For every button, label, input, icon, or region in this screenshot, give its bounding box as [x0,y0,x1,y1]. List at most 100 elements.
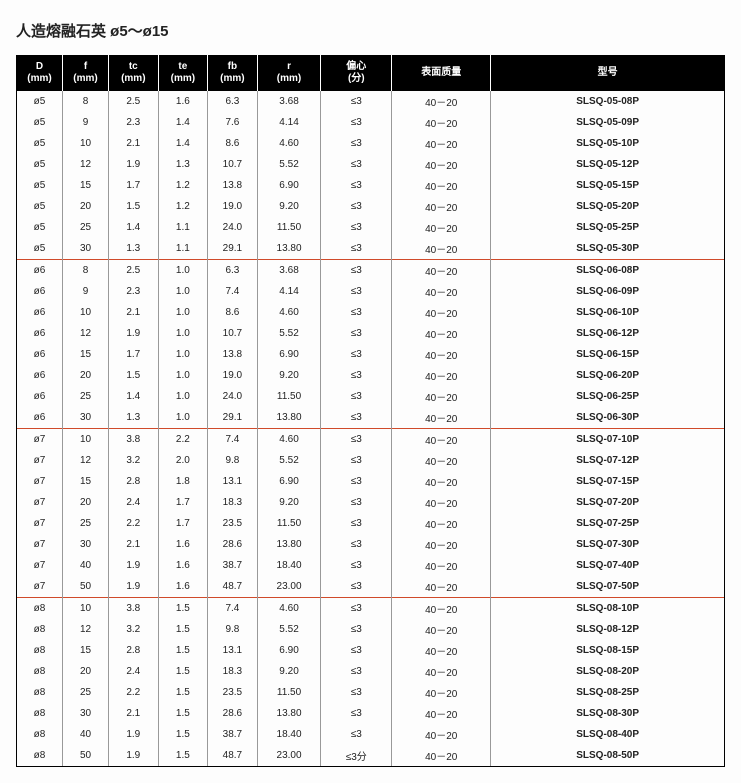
cell-sq: 40－20 [392,724,491,745]
cell-sq: 40－20 [392,492,491,513]
cell-tc: 2.1 [109,534,159,555]
cell-ecc: ≤3 [321,386,392,407]
cell-te: 1.0 [158,302,208,323]
cell-r: 6.90 [257,640,321,661]
table-row: ø5121.91.310.75.52≤340－20SLSQ-05-12P [17,154,725,175]
cell-r: 9.20 [257,196,321,217]
cell-fb: 23.5 [208,513,258,534]
cell-r: 3.68 [257,260,321,282]
cell-r: 5.52 [257,154,321,175]
cell-tc: 1.7 [109,175,159,196]
cell-tc: 3.8 [109,598,159,620]
cell-fb: 38.7 [208,555,258,576]
cell-te: 1.6 [158,91,208,112]
cell-f: 20 [63,661,109,682]
table-row: ø8252.21.523.511.50≤340－20SLSQ-08-25P [17,682,725,703]
cell-d: ø6 [17,407,63,429]
cell-tc: 2.3 [109,281,159,302]
col-header-4: fb(mm) [208,55,258,91]
cell-tc: 2.5 [109,260,159,282]
cell-ecc: ≤3 [321,450,392,471]
cell-tc: 1.5 [109,365,159,386]
cell-r: 9.20 [257,492,321,513]
cell-tc: 1.4 [109,386,159,407]
cell-model: SLSQ-05-12P [491,154,725,175]
cell-fb: 6.3 [208,260,258,282]
cell-fb: 9.8 [208,450,258,471]
cell-te: 1.5 [158,661,208,682]
cell-f: 20 [63,196,109,217]
cell-d: ø7 [17,429,63,451]
cell-f: 8 [63,260,109,282]
cell-tc: 1.9 [109,724,159,745]
cell-ecc: ≤3 [321,471,392,492]
cell-model: SLSQ-08-15P [491,640,725,661]
cell-ecc: ≤3 [321,661,392,682]
cell-f: 15 [63,640,109,661]
cell-r: 4.60 [257,302,321,323]
cell-te: 1.0 [158,344,208,365]
cell-ecc: ≤3 [321,91,392,112]
cell-fb: 38.7 [208,724,258,745]
cell-model: SLSQ-06-10P [491,302,725,323]
table-row: ø6151.71.013.86.90≤340－20SLSQ-06-15P [17,344,725,365]
cell-te: 1.6 [158,534,208,555]
cell-te: 1.5 [158,640,208,661]
col-header-3: te(mm) [158,55,208,91]
cell-fb: 13.8 [208,175,258,196]
cell-r: 11.50 [257,513,321,534]
cell-ecc: ≤3 [321,407,392,429]
col-header-8: 型号 [491,55,725,91]
cell-fb: 29.1 [208,407,258,429]
cell-f: 12 [63,323,109,344]
cell-tc: 3.8 [109,429,159,451]
table-row: ø5251.41.124.011.50≤340－20SLSQ-05-25P [17,217,725,238]
table-row: ø7501.91.648.723.00≤340－20SLSQ-07-50P [17,576,725,598]
cell-sq: 40－20 [392,154,491,175]
cell-d: ø8 [17,661,63,682]
cell-ecc: ≤3 [321,534,392,555]
cell-te: 1.3 [158,154,208,175]
col-header-0: D(mm) [17,55,63,91]
cell-ecc: ≤3 [321,238,392,260]
cell-model: SLSQ-08-30P [491,703,725,724]
table-row: ø7123.22.09.85.52≤340－20SLSQ-07-12P [17,450,725,471]
col-header-7: 表面质量 [392,55,491,91]
cell-ecc: ≤3 [321,724,392,745]
cell-te: 1.5 [158,724,208,745]
cell-model: SLSQ-05-08P [491,91,725,112]
cell-model: SLSQ-07-30P [491,534,725,555]
cell-tc: 1.5 [109,196,159,217]
table-row: ø5301.31.129.113.80≤340－20SLSQ-05-30P [17,238,725,260]
cell-d: ø5 [17,91,63,112]
cell-tc: 2.1 [109,302,159,323]
cell-d: ø8 [17,745,63,767]
cell-sq: 40－20 [392,534,491,555]
cell-tc: 1.9 [109,576,159,598]
cell-tc: 2.2 [109,513,159,534]
cell-d: ø7 [17,576,63,598]
cell-f: 9 [63,112,109,133]
cell-fb: 7.6 [208,112,258,133]
cell-model: SLSQ-08-25P [491,682,725,703]
cell-ecc: ≤3 [321,196,392,217]
cell-tc: 2.5 [109,91,159,112]
cell-te: 1.1 [158,238,208,260]
cell-sq: 40－20 [392,323,491,344]
cell-tc: 1.9 [109,745,159,767]
cell-fb: 8.6 [208,302,258,323]
cell-d: ø6 [17,344,63,365]
cell-te: 1.0 [158,323,208,344]
cell-tc: 1.9 [109,323,159,344]
cell-f: 15 [63,175,109,196]
cell-r: 9.20 [257,661,321,682]
cell-te: 1.6 [158,555,208,576]
cell-te: 1.0 [158,365,208,386]
cell-ecc: ≤3 [321,112,392,133]
cell-tc: 2.3 [109,112,159,133]
cell-r: 13.80 [257,703,321,724]
cell-sq: 40－20 [392,598,491,620]
cell-r: 4.60 [257,133,321,154]
cell-te: 1.5 [158,745,208,767]
table-row: ø6251.41.024.011.50≤340－20SLSQ-06-25P [17,386,725,407]
